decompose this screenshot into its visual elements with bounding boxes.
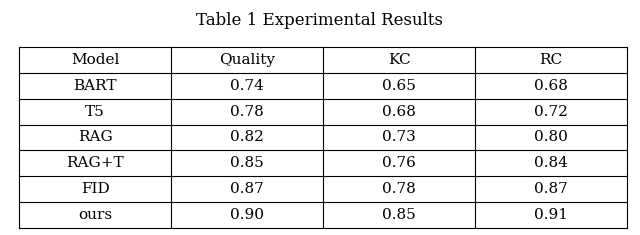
Text: 0.68: 0.68 <box>534 79 568 93</box>
Text: 0.90: 0.90 <box>230 208 264 222</box>
Text: 0.73: 0.73 <box>382 130 416 145</box>
Text: 0.84: 0.84 <box>534 156 568 170</box>
Text: 0.87: 0.87 <box>230 182 264 196</box>
Text: Quality: Quality <box>219 53 275 67</box>
Text: 0.72: 0.72 <box>534 105 568 119</box>
Text: KC: KC <box>388 53 410 67</box>
Text: 0.82: 0.82 <box>230 130 264 145</box>
Text: T5: T5 <box>85 105 105 119</box>
Text: 0.85: 0.85 <box>382 208 416 222</box>
Text: 0.65: 0.65 <box>382 79 416 93</box>
Text: 0.68: 0.68 <box>382 105 416 119</box>
Text: RAG: RAG <box>78 130 113 145</box>
Text: 0.78: 0.78 <box>230 105 264 119</box>
Text: 0.85: 0.85 <box>230 156 264 170</box>
Text: 0.74: 0.74 <box>230 79 264 93</box>
Text: RAG+T: RAG+T <box>67 156 124 170</box>
Text: 0.80: 0.80 <box>534 130 568 145</box>
Text: 0.78: 0.78 <box>382 182 416 196</box>
Text: FID: FID <box>81 182 109 196</box>
Text: RC: RC <box>540 53 563 67</box>
Text: BART: BART <box>74 79 117 93</box>
Text: Model: Model <box>71 53 120 67</box>
Text: Table 1 Experimental Results: Table 1 Experimental Results <box>196 12 444 29</box>
Text: 0.91: 0.91 <box>534 208 568 222</box>
Text: ours: ours <box>78 208 112 222</box>
Text: 0.87: 0.87 <box>534 182 568 196</box>
Text: 0.76: 0.76 <box>382 156 416 170</box>
